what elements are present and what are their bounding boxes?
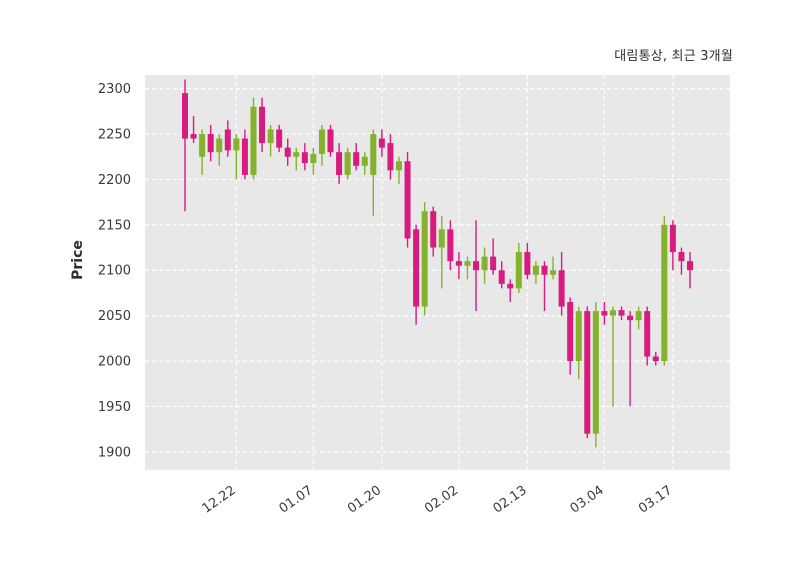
candle-body bbox=[293, 152, 300, 157]
candle-body bbox=[421, 211, 428, 307]
candle-body bbox=[430, 211, 437, 248]
candle-body bbox=[532, 265, 539, 275]
candle-body bbox=[678, 252, 685, 262]
candle-body bbox=[207, 134, 214, 153]
candle-body bbox=[224, 129, 231, 151]
y-tick-label: 2050 bbox=[98, 309, 131, 324]
y-tick-label: 2200 bbox=[98, 173, 131, 188]
candle-body bbox=[182, 93, 188, 139]
candle-body bbox=[318, 129, 325, 154]
candle-body bbox=[250, 106, 257, 175]
candle-body bbox=[301, 152, 308, 164]
candle-body bbox=[661, 224, 668, 362]
candle-body bbox=[353, 152, 360, 166]
candle-body bbox=[327, 129, 334, 153]
candle-body bbox=[370, 134, 377, 175]
candle-body bbox=[455, 261, 462, 266]
candle-body bbox=[592, 311, 599, 434]
candle-body bbox=[447, 229, 454, 262]
candle-body bbox=[267, 129, 274, 144]
candle-body bbox=[575, 311, 582, 362]
candle-body bbox=[310, 154, 317, 164]
y-tick-label: 2250 bbox=[98, 128, 131, 143]
candle-body bbox=[284, 147, 291, 157]
candle-body bbox=[652, 356, 659, 362]
y-tick-label: 2000 bbox=[98, 355, 131, 370]
candle-body bbox=[395, 161, 402, 171]
candle-body bbox=[618, 310, 625, 316]
candle-body bbox=[550, 270, 557, 275]
x-tick-label: 01.07 bbox=[277, 483, 316, 517]
x-tick-label: 03.04 bbox=[568, 483, 607, 517]
candle-body bbox=[344, 152, 351, 175]
candle-body bbox=[481, 256, 488, 271]
x-tick-label: 02.13 bbox=[491, 483, 530, 517]
y-tick-label: 1950 bbox=[98, 400, 131, 415]
candle-body bbox=[627, 315, 634, 321]
candle-body bbox=[524, 252, 531, 275]
candle-body bbox=[609, 310, 616, 316]
y-tick-label: 2150 bbox=[98, 218, 131, 233]
candle-body bbox=[567, 302, 574, 362]
candle-body bbox=[361, 156, 368, 166]
x-tick-label: 01.20 bbox=[345, 483, 384, 517]
candle-body bbox=[558, 270, 565, 307]
x-tick-label: 03.17 bbox=[636, 483, 675, 517]
candle-body bbox=[687, 261, 693, 271]
candle-body bbox=[336, 152, 343, 175]
candle-body bbox=[473, 261, 480, 271]
candle-body bbox=[464, 261, 471, 266]
candle-body bbox=[438, 229, 445, 248]
candle-body bbox=[490, 256, 497, 271]
candle-body bbox=[387, 143, 394, 171]
candle-body bbox=[199, 134, 206, 157]
x-tick-label: 12.22 bbox=[200, 483, 239, 517]
candle-body bbox=[644, 311, 651, 357]
candle-body bbox=[190, 134, 197, 139]
candle-body bbox=[259, 106, 266, 144]
candle-body bbox=[404, 161, 411, 239]
x-tick-label: 02.02 bbox=[422, 483, 461, 517]
candle-body bbox=[669, 224, 676, 253]
candle-body bbox=[507, 283, 514, 289]
y-tick-label: 1900 bbox=[98, 445, 131, 460]
y-tick-label: 2100 bbox=[98, 264, 131, 279]
candle-body bbox=[241, 138, 248, 175]
y-tick-label: 2300 bbox=[98, 82, 131, 97]
chart-title: 대림통상, 최근 3개월 bbox=[614, 49, 733, 64]
candle-body bbox=[635, 311, 642, 321]
candle-body bbox=[601, 311, 608, 316]
candle-body bbox=[233, 138, 240, 151]
candle-body bbox=[276, 129, 283, 148]
candle-body bbox=[413, 229, 420, 307]
candle-body bbox=[584, 311, 591, 434]
candle-body bbox=[515, 252, 522, 289]
candle-body bbox=[498, 270, 505, 284]
candle-body bbox=[541, 265, 548, 275]
candle-body bbox=[216, 138, 223, 153]
y-axis-label: Price bbox=[70, 240, 86, 280]
candle-body bbox=[378, 138, 385, 148]
